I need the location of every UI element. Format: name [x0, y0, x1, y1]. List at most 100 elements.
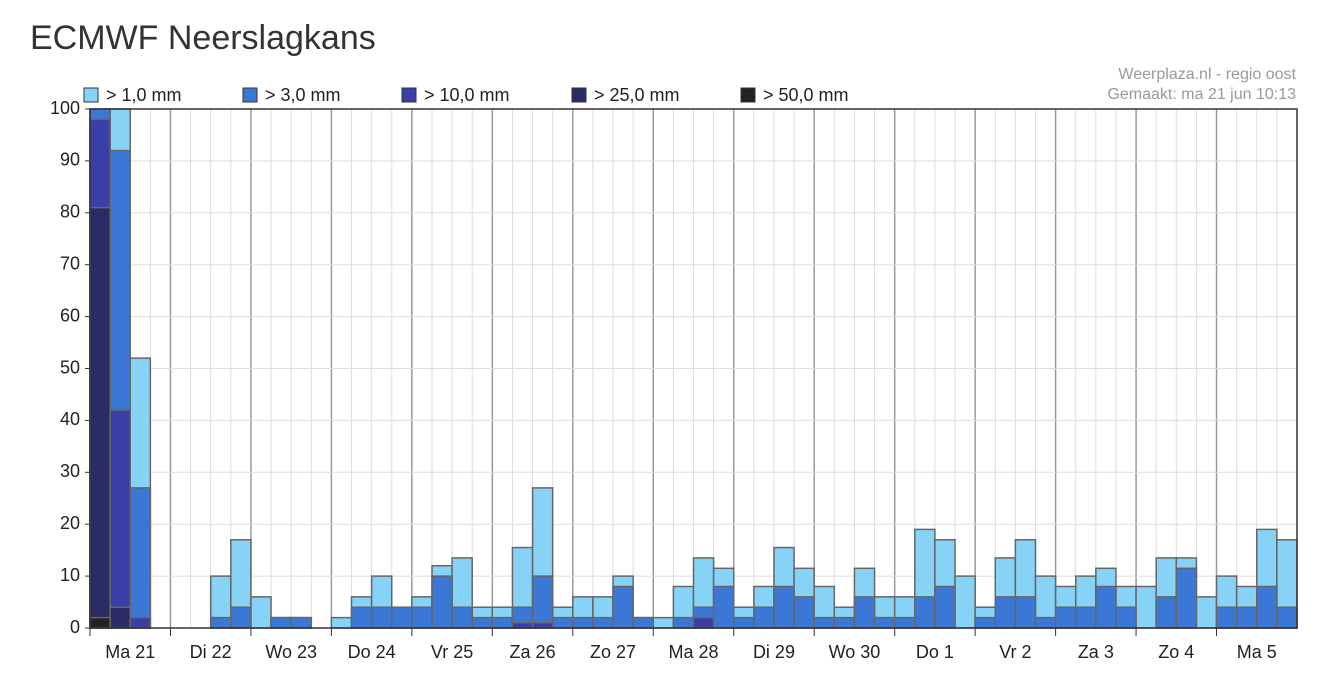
bar	[1095, 585, 1117, 629]
legend-label: > 3,0 mm	[265, 85, 341, 105]
chart-title: ECMWF Neerslagkans	[30, 19, 376, 57]
legend-label: > 25,0 mm	[594, 85, 680, 105]
bar	[1074, 606, 1097, 629]
bar	[813, 616, 836, 629]
bar	[732, 616, 755, 629]
x-tick-label: Di 22	[190, 642, 232, 662]
bar	[893, 616, 916, 629]
y-tick-label: 100	[50, 98, 80, 118]
x-tick-label: Do 24	[348, 642, 396, 662]
legend-label: > 50,0 mm	[763, 85, 849, 105]
bar	[1175, 567, 1198, 629]
x-tick-label: Vr 25	[431, 642, 473, 662]
x-tick-label: Wo 23	[265, 642, 317, 662]
bar	[853, 596, 876, 629]
bar	[129, 616, 152, 629]
bar	[974, 616, 997, 629]
x-tick-label: Wo 30	[829, 642, 881, 662]
bar	[109, 606, 131, 629]
bar	[753, 606, 775, 629]
bar	[551, 616, 574, 629]
bar	[209, 616, 232, 629]
bar	[451, 606, 473, 629]
bar	[1276, 606, 1298, 629]
x-tick-label: Do 1	[916, 642, 954, 662]
y-tick-label: 10	[60, 565, 80, 585]
bar	[612, 585, 634, 629]
bar	[1014, 596, 1037, 629]
bar	[370, 606, 393, 629]
y-tick-label: 50	[60, 357, 80, 377]
bar	[1115, 606, 1137, 629]
y-tick-label: 30	[60, 461, 80, 481]
bar	[1195, 596, 1218, 629]
bar	[250, 596, 272, 629]
x-tick-label: Zo 27	[590, 642, 636, 662]
bar	[491, 616, 514, 629]
x-tick-label: Vr 2	[999, 642, 1031, 662]
bar	[873, 616, 896, 629]
bar	[652, 616, 675, 629]
bar	[531, 622, 554, 629]
bar	[833, 616, 856, 629]
bar	[632, 616, 655, 629]
x-tick-label: Ma 21	[105, 642, 155, 662]
bar	[230, 606, 252, 629]
bar	[350, 606, 373, 629]
bar	[592, 616, 614, 629]
bar	[89, 206, 111, 629]
bar	[391, 606, 413, 629]
legend-swatch	[571, 87, 587, 103]
x-tick-label: Za 3	[1078, 642, 1114, 662]
bar	[1155, 596, 1178, 629]
bar	[793, 596, 815, 629]
y-tick-label: 70	[60, 253, 80, 273]
bar	[1034, 616, 1057, 629]
bar	[1256, 585, 1278, 629]
bar	[290, 616, 313, 629]
bar	[692, 616, 715, 629]
legend-label: > 10,0 mm	[424, 85, 510, 105]
bar	[129, 487, 152, 629]
bar	[531, 575, 554, 629]
legend-label: > 1,0 mm	[106, 85, 182, 105]
bar	[914, 596, 936, 629]
bar	[994, 596, 1017, 629]
y-tick-label: 0	[70, 617, 80, 637]
y-tick-label: 20	[60, 513, 80, 533]
x-tick-label: Ma 5	[1237, 642, 1277, 662]
x-tick-label: Di 29	[753, 642, 795, 662]
bar	[1215, 606, 1238, 629]
bar	[1054, 606, 1077, 629]
bar	[672, 616, 695, 629]
y-tick-label: 80	[60, 202, 80, 222]
bar	[773, 585, 795, 629]
x-tick-label: Ma 28	[668, 642, 718, 662]
bar	[1135, 585, 1157, 629]
legend-swatch	[740, 87, 756, 103]
x-tick-label: Za 26	[510, 642, 556, 662]
legend-swatch	[83, 87, 99, 103]
legend-swatch	[401, 87, 417, 103]
x-tick-label: Zo 4	[1158, 642, 1194, 662]
y-tick-label: 40	[60, 409, 80, 429]
source: Weerplaza.nl - regio oost	[1118, 66, 1296, 83]
bar	[471, 616, 494, 629]
bar	[934, 585, 956, 629]
bar	[89, 616, 111, 629]
bar	[1235, 606, 1258, 629]
bar	[511, 622, 534, 629]
bar	[572, 616, 594, 629]
created: Gemaakt: ma 21 jun 10:13	[1107, 86, 1296, 103]
bar	[712, 585, 735, 629]
bar	[431, 575, 453, 629]
bar	[270, 616, 292, 629]
legend-swatch	[242, 87, 258, 103]
y-tick-label: 60	[60, 305, 80, 325]
plot-frame	[89, 108, 1298, 629]
bar	[954, 575, 976, 629]
bar	[330, 616, 353, 629]
y-tick-label: 90	[60, 150, 80, 170]
bar	[109, 409, 131, 629]
